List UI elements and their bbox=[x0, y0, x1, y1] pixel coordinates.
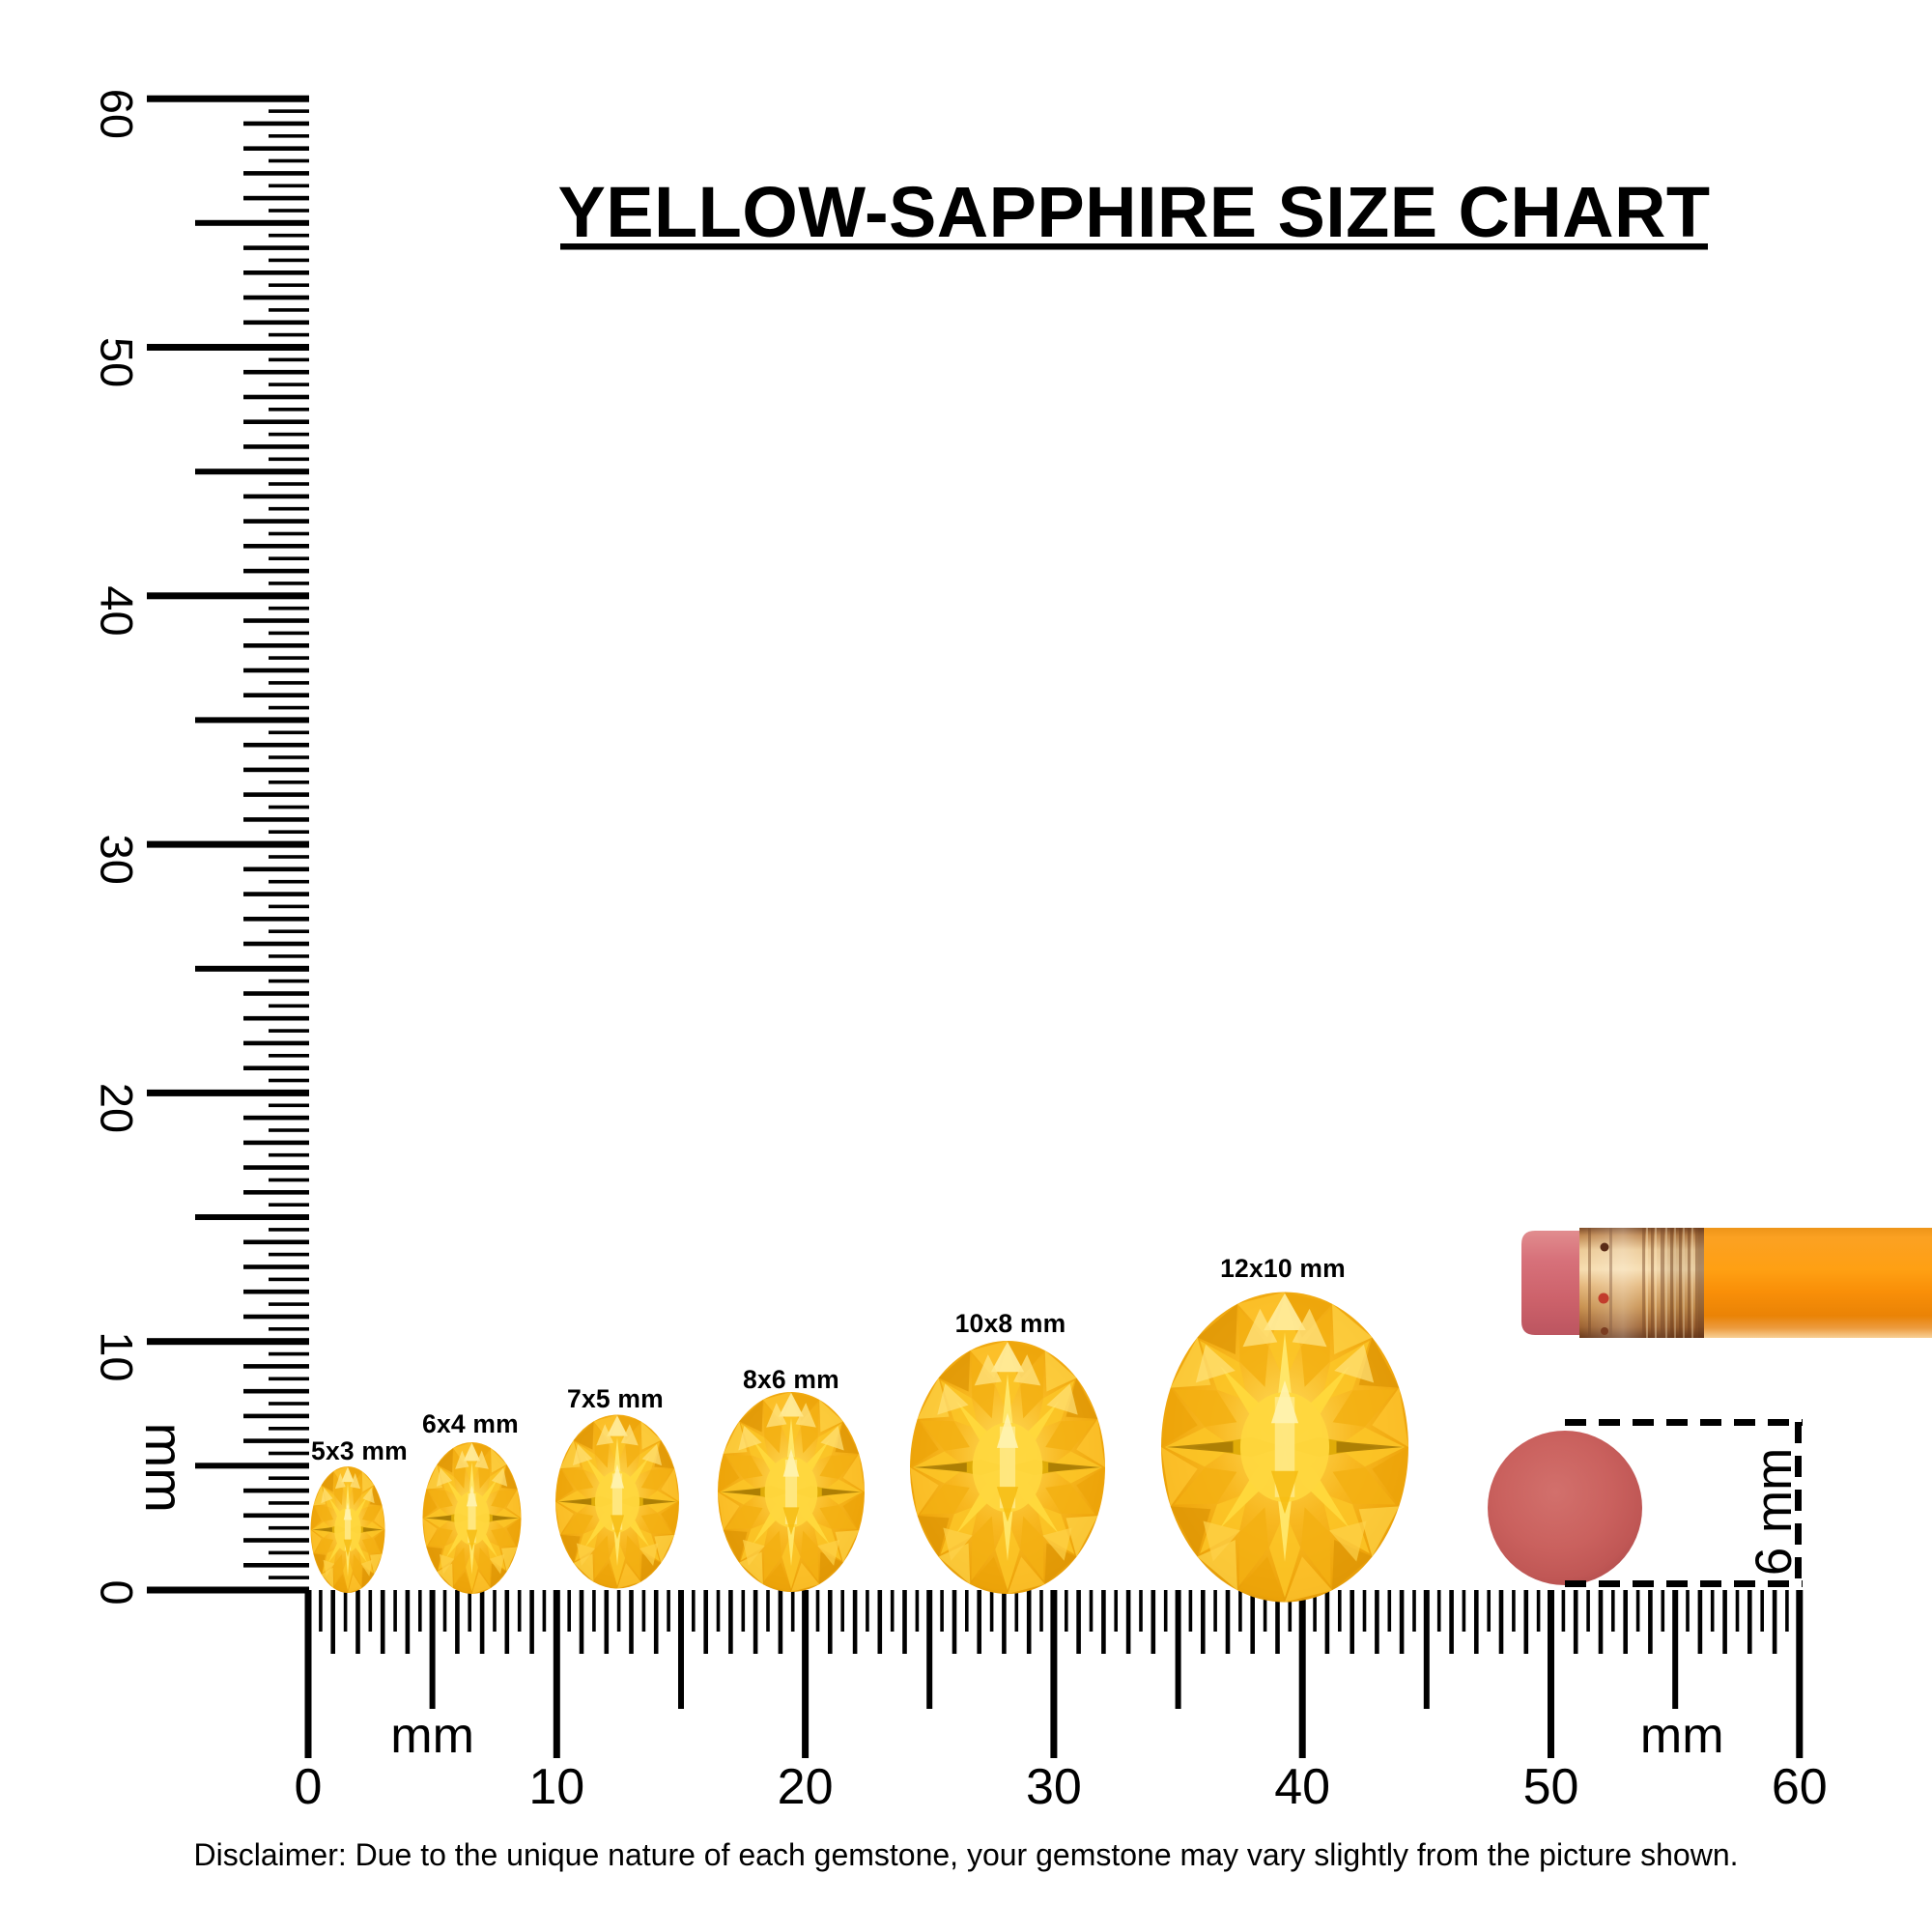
svg-text:50: 50 bbox=[92, 337, 143, 387]
svg-text:50: 50 bbox=[1523, 1759, 1579, 1815]
svg-text:6 mm: 6 mm bbox=[1746, 1448, 1803, 1577]
svg-text:7x5 mm: 7x5 mm bbox=[567, 1384, 664, 1413]
svg-text:20: 20 bbox=[92, 1083, 143, 1133]
svg-text:8x6 mm: 8x6 mm bbox=[743, 1365, 839, 1394]
svg-text:40: 40 bbox=[1274, 1759, 1330, 1815]
svg-text:0: 0 bbox=[92, 1580, 143, 1605]
svg-text:20: 20 bbox=[778, 1759, 834, 1815]
svg-text:10: 10 bbox=[92, 1331, 143, 1381]
svg-text:30: 30 bbox=[1026, 1759, 1082, 1815]
svg-text:YELLOW-SAPPHIRE SIZE CHART: YELLOW-SAPPHIRE SIZE CHART bbox=[558, 172, 1711, 252]
svg-text:mm: mm bbox=[1640, 1708, 1724, 1764]
svg-text:mm: mm bbox=[390, 1708, 474, 1764]
svg-text:30: 30 bbox=[92, 835, 143, 885]
svg-text:mm: mm bbox=[134, 1423, 195, 1513]
svg-text:5x3 mm: 5x3 mm bbox=[311, 1436, 408, 1465]
svg-text:60: 60 bbox=[92, 89, 143, 139]
svg-text:Disclaimer: Due to the unique: Disclaimer: Due to the unique nature of … bbox=[194, 1837, 1739, 1872]
svg-text:6x4 mm: 6x4 mm bbox=[422, 1409, 519, 1438]
svg-text:12x10 mm: 12x10 mm bbox=[1220, 1254, 1346, 1283]
svg-text:60: 60 bbox=[1772, 1759, 1828, 1815]
svg-text:40: 40 bbox=[92, 585, 143, 636]
svg-text:10x8 mm: 10x8 mm bbox=[955, 1309, 1066, 1338]
svg-text:10: 10 bbox=[528, 1759, 584, 1815]
svg-text:0: 0 bbox=[295, 1759, 323, 1815]
